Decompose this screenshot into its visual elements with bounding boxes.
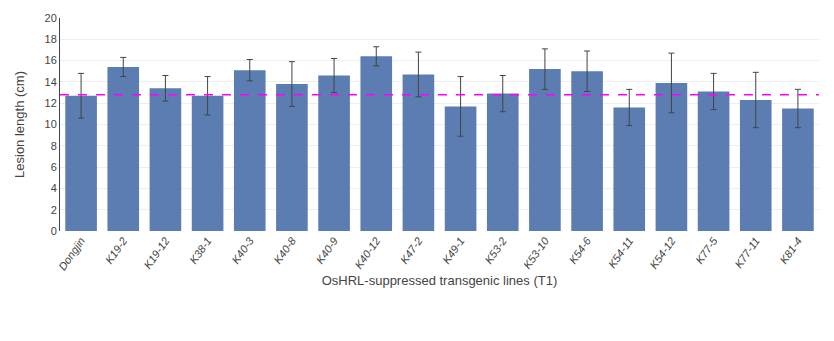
svg-text:Lesion length (cm): Lesion length (cm) <box>12 71 27 178</box>
svg-text:K40-9: K40-9 <box>314 235 341 266</box>
svg-text:K40-3: K40-3 <box>229 234 256 266</box>
svg-text:K38-1: K38-1 <box>187 235 214 266</box>
svg-text:K47-2: K47-2 <box>398 235 425 266</box>
svg-text:14: 14 <box>45 76 57 88</box>
svg-text:K40-12: K40-12 <box>352 235 382 271</box>
svg-text:16: 16 <box>45 54 57 66</box>
svg-text:8: 8 <box>51 140 57 152</box>
svg-text:4: 4 <box>51 182 57 194</box>
svg-text:K54-11: K54-11 <box>606 235 636 270</box>
svg-text:0: 0 <box>51 225 57 237</box>
svg-text:Dongjin: Dongjin <box>56 235 87 272</box>
svg-text:K77-11: K77-11 <box>732 235 762 270</box>
svg-text:18: 18 <box>45 33 57 45</box>
svg-text:20: 20 <box>45 12 57 24</box>
svg-text:K77-5: K77-5 <box>693 234 720 266</box>
svg-text:10: 10 <box>45 118 57 130</box>
svg-text:K19-12: K19-12 <box>141 235 171 271</box>
svg-text:K40-8: K40-8 <box>271 234 298 266</box>
svg-text:K19-2: K19-2 <box>103 235 130 266</box>
svg-text:K53-2: K53-2 <box>482 235 509 266</box>
svg-text:OsHRL-suppressed transgenic li: OsHRL-suppressed transgenic lines (T1) <box>322 273 558 288</box>
svg-text:K53-10: K53-10 <box>521 234 552 271</box>
svg-text:12: 12 <box>45 97 57 109</box>
svg-text:K54-12: K54-12 <box>647 235 677 271</box>
svg-text:K49-1: K49-1 <box>440 235 467 266</box>
svg-text:K54-6: K54-6 <box>567 234 594 266</box>
svg-text:K81-4: K81-4 <box>777 235 804 266</box>
svg-text:2: 2 <box>51 204 57 216</box>
svg-text:6: 6 <box>51 161 57 173</box>
